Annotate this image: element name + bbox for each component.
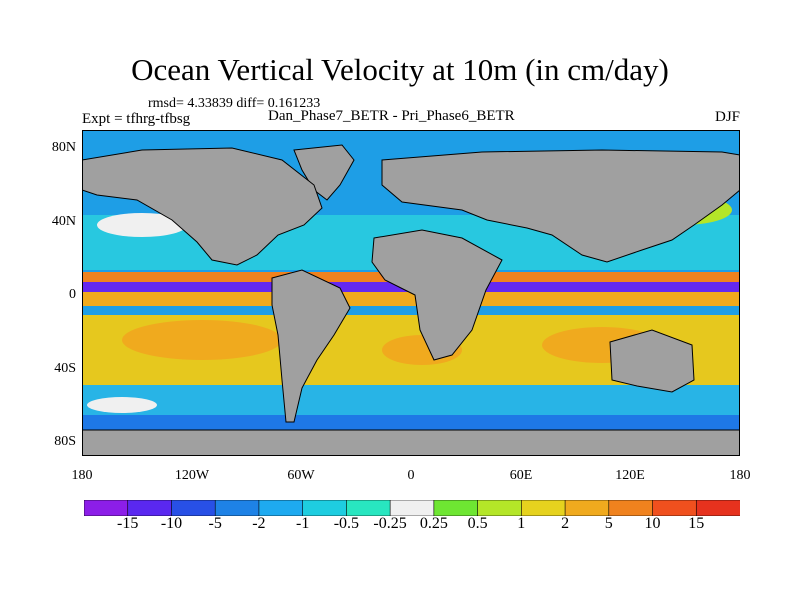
colorbar-swatch — [258, 500, 304, 516]
colorbar-tick-label: 0.5 — [467, 515, 488, 532]
lon-tick-label: 0 — [407, 468, 415, 483]
lon-tick-label: 180 — [71, 468, 93, 483]
colorbar-tick-label: -0.25 — [373, 515, 407, 532]
colorbar — [84, 500, 740, 516]
colorbar-swatch — [214, 500, 260, 516]
colorbar-swatch — [564, 500, 610, 516]
lat-tick-label: 80S — [54, 434, 76, 449]
colorbar-tick-label: -15 — [117, 515, 139, 532]
africa — [371, 229, 503, 361]
experiment-label: Expt = tfhrg-tfbsg — [82, 111, 191, 127]
colorbar-tick-label: 15 — [688, 515, 705, 532]
colorbar-tick-label: -5 — [208, 515, 222, 532]
lat-tick-label: 80N — [51, 140, 76, 155]
lat-tick-label: 40S — [54, 361, 76, 376]
colorbar-swatch — [477, 500, 522, 516]
southern-ocean-band — [82, 385, 740, 415]
colorbar-swatch — [346, 500, 391, 516]
pacific-warm-patch — [122, 320, 282, 360]
south-equatorial-band — [82, 292, 740, 306]
lon-tick-label: 180 — [729, 468, 751, 483]
ocean-velocity-map — [82, 130, 740, 456]
colorbar-swatch — [127, 500, 173, 516]
colorbar-swatch — [608, 500, 654, 516]
lat-tick-label: 40N — [51, 214, 76, 229]
colorbar-tick-label: 2 — [561, 515, 570, 532]
cases-label: Dan_Phase7_BETR - Pri_Phase6_BETR — [268, 108, 515, 124]
south-america — [271, 269, 351, 423]
pacific-white-patch — [97, 213, 187, 237]
greenland — [293, 144, 355, 201]
lon-tick-label: 120W — [174, 468, 210, 483]
stats-label: rmsd= 4.33839 diff= 0.161233 — [148, 96, 321, 111]
colorbar-swatch — [171, 500, 216, 516]
colorbar-swatch — [652, 500, 697, 516]
colorbar-swatch — [389, 500, 435, 516]
colorbar-tick-label: -10 — [160, 515, 183, 532]
season-label: DJF — [714, 109, 740, 125]
colorbar-tick-label: 0.25 — [419, 515, 448, 532]
map-frame — [82, 130, 740, 456]
colorbar-swatch — [695, 500, 740, 516]
antarctica — [82, 429, 740, 456]
colorbar-swatch — [521, 500, 566, 516]
australia — [609, 329, 695, 393]
colorbar-tick-label: 10 — [644, 515, 661, 532]
lon-tick-label: 60W — [287, 468, 315, 483]
south-pacific-white-patch — [87, 397, 157, 413]
lon-tick-label: 120E — [615, 468, 645, 483]
lon-tick-label: 60E — [509, 468, 533, 483]
colorbar-swatch — [302, 500, 347, 516]
colorbar-tick-label: 1 — [517, 515, 526, 532]
colorbar-swatch — [433, 500, 479, 516]
north-america — [82, 147, 323, 266]
eurasia — [381, 149, 740, 263]
colorbar-swatch — [84, 500, 129, 516]
colorbar-tick-label: -2 — [252, 515, 266, 532]
lat-tick-label: 0 — [69, 287, 76, 302]
colorbar-tick-label: 5 — [604, 515, 613, 532]
chart-title: Ocean Vertical Velocity at 10m (in cm/da… — [131, 52, 669, 87]
colorbar-tick-label: -1 — [296, 515, 310, 532]
colorbar-tick-label: -0.5 — [333, 515, 360, 532]
